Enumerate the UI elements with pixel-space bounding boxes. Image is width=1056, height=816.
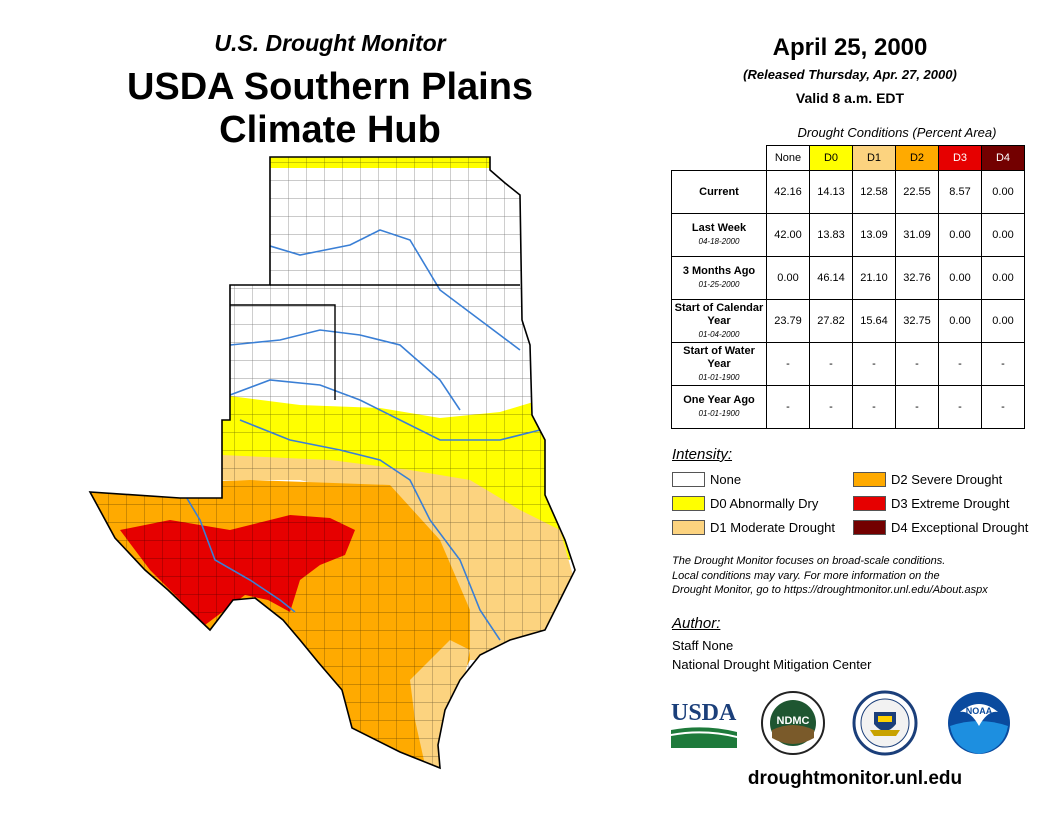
- table-row: Current 42.16 14.13 12.58 22.55 8.57 0.0…: [671, 170, 1025, 214]
- table-cell: 42.00: [766, 213, 810, 257]
- legend-swatch: [672, 495, 705, 511]
- author-org: National Drought Mitigation Center: [672, 657, 872, 672]
- legend-title: Intensity:: [672, 446, 733, 463]
- legend-label: D3 Extreme Drought: [891, 495, 1010, 511]
- ndmc-logo: NDMC: [761, 691, 825, 755]
- legend-label: D0 Abnormally Dry: [710, 495, 819, 511]
- legend-label: D1 Moderate Drought: [710, 519, 836, 535]
- legend-swatch: [672, 519, 705, 535]
- row-label: Start of Calendar Year 01-04-2000: [671, 299, 767, 343]
- legend-item-d4: D4 Exceptional Drought: [853, 518, 1028, 536]
- table-cell: 31.09: [895, 213, 939, 257]
- author-name: Staff None: [672, 638, 734, 653]
- table-corner: [672, 146, 767, 171]
- map-title-line1: USDA Southern Plains: [126, 66, 534, 108]
- table-cell: 0.00: [981, 256, 1025, 300]
- legend-item-d1: D1 Moderate Drought: [672, 518, 835, 536]
- col-header-d1: D1: [852, 145, 896, 171]
- legend-swatch: [853, 519, 886, 535]
- col-header-d2: D2: [895, 145, 939, 171]
- table-cell: 21.10: [852, 256, 896, 300]
- noaa-logo: NOAA: [948, 692, 1010, 754]
- row-label: One Year Ago 01-01-1900: [671, 385, 767, 429]
- note-line: The Drought Monitor focuses on broad-sca…: [672, 555, 946, 567]
- table-cell: -: [981, 385, 1025, 429]
- disclaimer-note: The Drought Monitor focuses on broad-sca…: [672, 554, 1042, 598]
- table-cell: 0.00: [981, 170, 1025, 214]
- table-cell: 0.00: [938, 256, 982, 300]
- table-row: One Year Ago 01-01-1900 - - - - - -: [671, 385, 1025, 429]
- note-line: Drought Monitor, go to https://droughtmo…: [672, 584, 988, 596]
- map-title-line2: Climate Hub: [219, 109, 441, 151]
- legend-label: D4 Exceptional Drought: [891, 519, 1029, 535]
- table-row: Start of Calendar Year 01-04-2000 23.79 2…: [671, 299, 1025, 343]
- table-cell: 0.00: [981, 299, 1025, 343]
- valid-time: Valid 8 a.m. EDT: [795, 90, 905, 106]
- table-row: Last Week 04-18-2000 42.00 13.83 13.09 31…: [671, 213, 1025, 257]
- table-cell: 32.76: [895, 256, 939, 300]
- col-header-d3: D3: [938, 145, 982, 171]
- footer-url[interactable]: droughtmonitor.unl.edu: [747, 768, 963, 789]
- table-cell: -: [766, 342, 810, 386]
- legend-item-d3: D3 Extreme Drought: [853, 494, 1028, 512]
- table-cell: 27.82: [809, 299, 853, 343]
- row-label: Start of Water Year 01-01-1900: [671, 342, 767, 386]
- table-row: 3 Months Ago 01-25-2000 0.00 46.14 21.10 …: [671, 256, 1025, 300]
- usda-logo: USDA: [671, 700, 737, 748]
- drought-map: [88, 156, 576, 770]
- legend-label: D2 Severe Drought: [891, 471, 1003, 487]
- table-cell: -: [809, 342, 853, 386]
- table-cell: -: [895, 385, 939, 429]
- table-cell: -: [766, 385, 810, 429]
- col-header-none: None: [766, 145, 810, 171]
- table-cell: 0.00: [938, 299, 982, 343]
- legend-item-d2: D2 Severe Drought: [853, 470, 1028, 488]
- row-label: Last Week 04-18-2000: [671, 213, 767, 257]
- svg-text:NDMC: NDMC: [777, 715, 810, 727]
- table-cell: -: [938, 342, 982, 386]
- table-row: Start of Water Year 01-01-1900 - - - - - …: [671, 342, 1025, 386]
- legend-swatch: [853, 471, 886, 487]
- doc-seal-logo: [852, 690, 918, 756]
- table-cell: 13.09: [852, 213, 896, 257]
- col-header-d4: D4: [981, 145, 1025, 171]
- table-cell: 0.00: [981, 213, 1025, 257]
- table-cell: -: [852, 385, 896, 429]
- table-caption: Drought Conditions (Percent Area): [797, 125, 997, 140]
- legend-label: None: [710, 471, 742, 487]
- table-cell: 42.16: [766, 170, 810, 214]
- map-subtitle: U.S. Drought Monitor: [214, 30, 446, 56]
- table-cell: 22.55: [895, 170, 939, 214]
- legend-swatch: [853, 495, 886, 511]
- table-cell: 0.00: [766, 256, 810, 300]
- drought-conditions-table: None D0 D1 D2 D3 D4 Current 42.16 14.13 …: [671, 145, 1025, 429]
- table-cell: -: [852, 342, 896, 386]
- table-cell: -: [809, 385, 853, 429]
- table-cell: 12.58: [852, 170, 896, 214]
- table-cell: -: [981, 342, 1025, 386]
- table-cell: -: [895, 342, 939, 386]
- release-date: (Released Thursday, Apr. 27, 2000): [743, 67, 957, 82]
- legend-item-d0: D0 Abnormally Dry: [672, 494, 835, 512]
- legend-swatch: [672, 471, 705, 487]
- table-cell: 15.64: [852, 299, 896, 343]
- usda-wave-icon: [671, 727, 737, 748]
- table-cell: 46.14: [809, 256, 853, 300]
- table-cell: 32.75: [895, 299, 939, 343]
- author-heading: Author:: [672, 615, 721, 632]
- svg-text:NOAA: NOAA: [966, 706, 993, 716]
- row-label: 3 Months Ago 01-25-2000: [671, 256, 767, 300]
- row-label: Current: [671, 170, 767, 214]
- col-header-d0: D0: [809, 145, 853, 171]
- table-cell: 14.13: [809, 170, 853, 214]
- table-cell: 0.00: [938, 213, 982, 257]
- legend-item-none: None: [672, 470, 835, 488]
- map-date: April 25, 2000: [772, 34, 928, 61]
- table-cell: -: [938, 385, 982, 429]
- table-cell: 23.79: [766, 299, 810, 343]
- map-title: USDA Southern Plains Climate Hub: [60, 66, 600, 152]
- table-cell: 8.57: [938, 170, 982, 214]
- table-cell: 13.83: [809, 213, 853, 257]
- note-line: Local conditions may vary. For more info…: [672, 569, 940, 582]
